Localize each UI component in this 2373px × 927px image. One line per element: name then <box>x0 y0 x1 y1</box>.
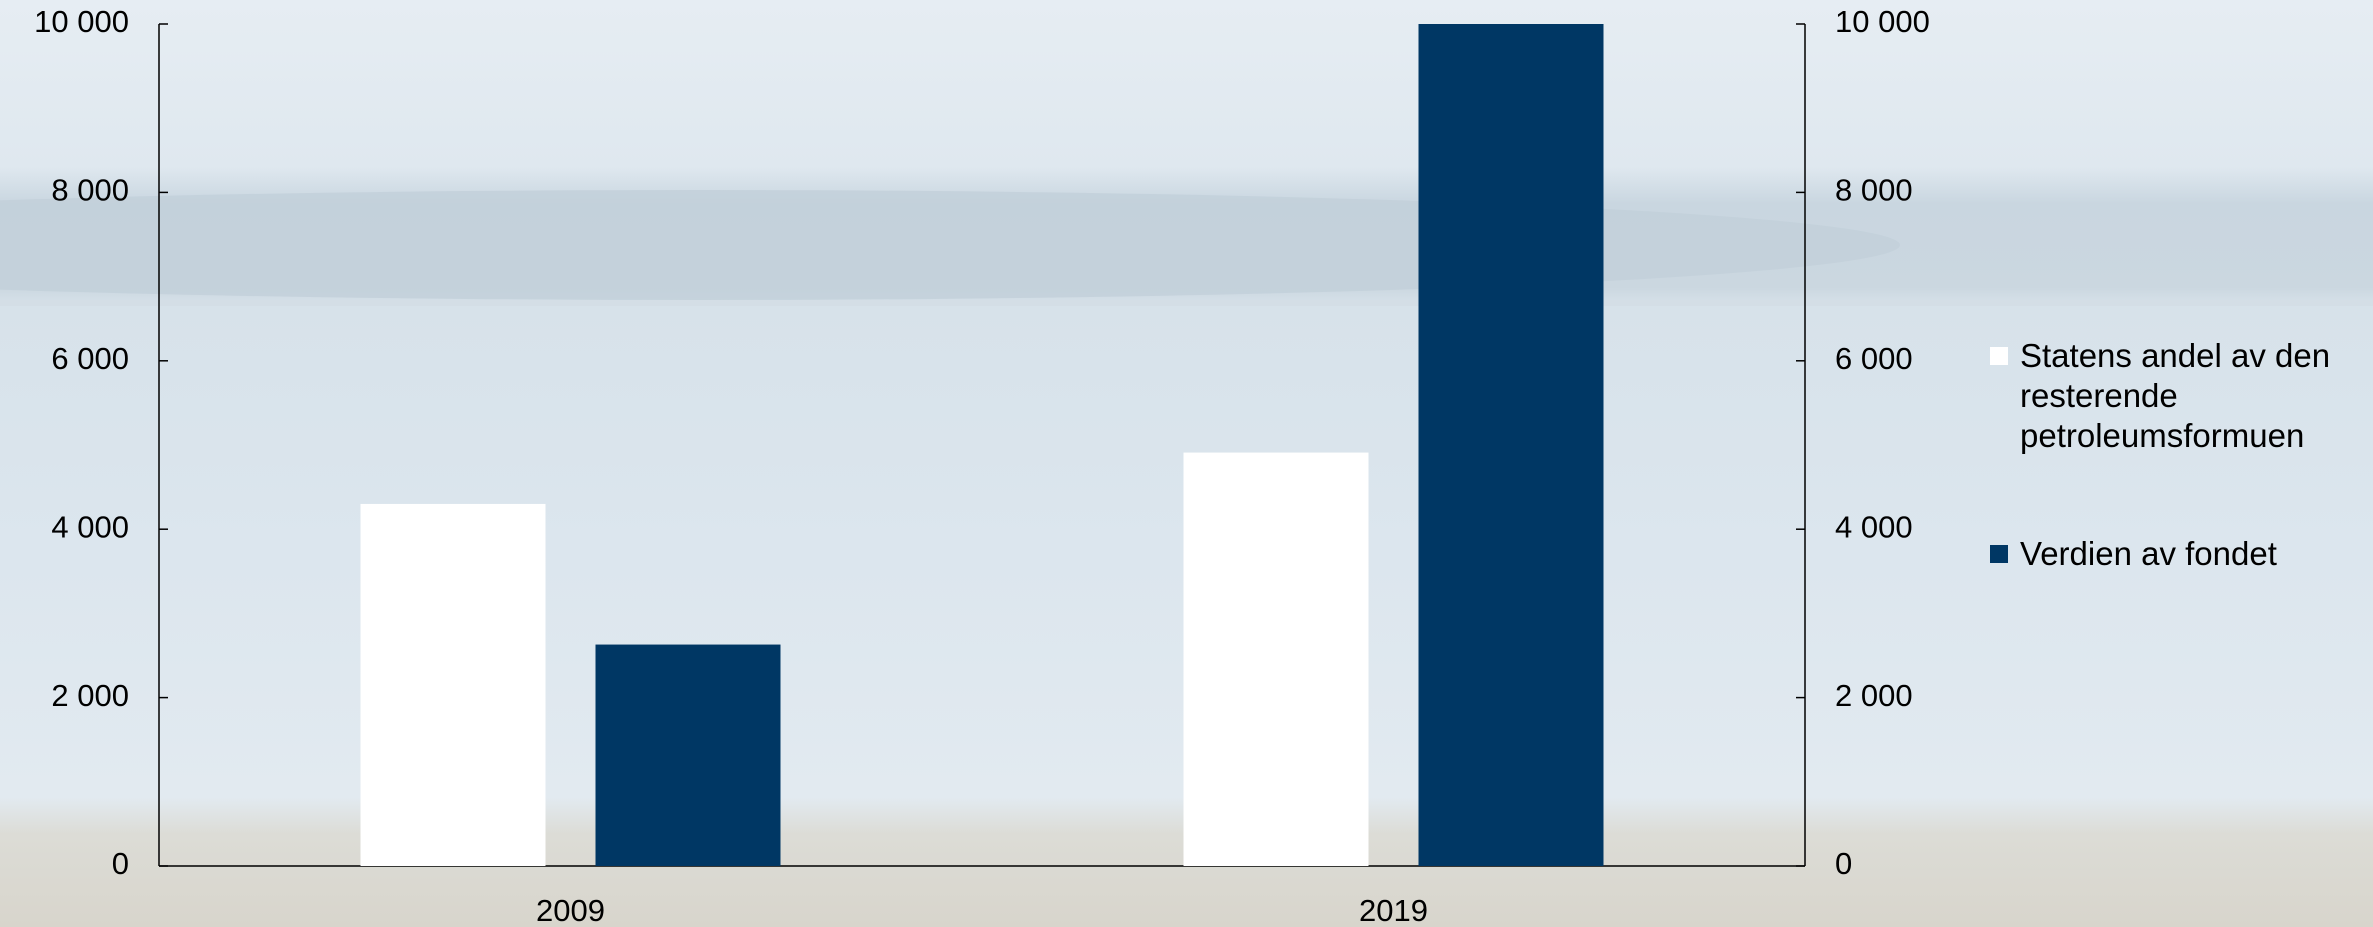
y-tick-label: 4 000 <box>51 509 129 544</box>
bar <box>1418 24 1604 866</box>
y2-tick-label: 10 000 <box>1835 4 1930 39</box>
legend-item: Verdien av fondet <box>1990 534 2370 574</box>
y-tick-label: 10 000 <box>34 4 129 39</box>
x-tick-label: 2009 <box>536 893 605 927</box>
legend-swatch <box>1990 545 2008 563</box>
legend-label: Verdien av fondet <box>2020 535 2277 572</box>
x-tick-label: 2019 <box>1359 893 1428 927</box>
legend-item: Statens andel av den resterende petroleu… <box>1990 336 2370 456</box>
y-tick-label: 8 000 <box>51 173 129 208</box>
y-tick-label: 6 000 <box>51 341 129 376</box>
legend-label: Statens andel av den resterende petroleu… <box>2020 337 2331 454</box>
y2-tick-label: 0 <box>1835 846 1852 881</box>
y2-tick-label: 8 000 <box>1835 173 1913 208</box>
background-shore <box>0 300 2373 306</box>
y2-tick-label: 4 000 <box>1835 509 1913 544</box>
y-tick-label: 0 <box>112 846 129 881</box>
bar <box>360 503 546 866</box>
bar <box>595 644 781 866</box>
y2-tick-label: 6 000 <box>1835 341 1913 376</box>
y-tick-label: 2 000 <box>51 678 129 713</box>
bar <box>1183 452 1369 866</box>
legend-swatch <box>1990 347 2008 365</box>
y2-tick-label: 2 000 <box>1835 678 1913 713</box>
background-hills <box>0 190 1900 300</box>
